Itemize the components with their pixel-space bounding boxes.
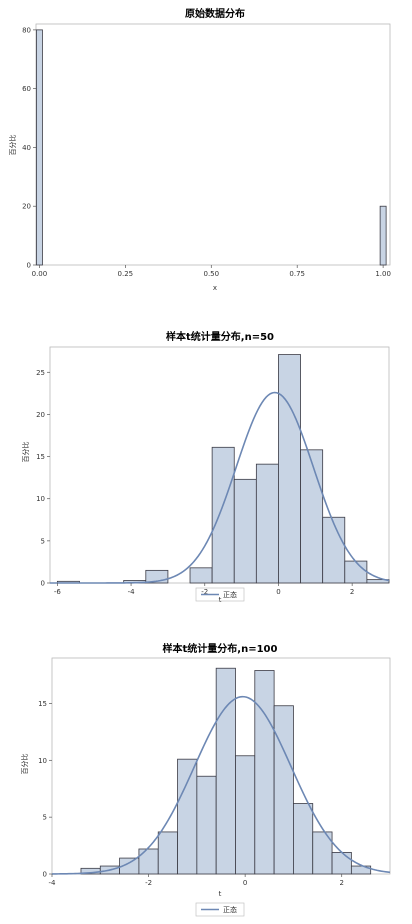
legend: 正态 [195, 902, 245, 917]
bar-group [56, 354, 390, 584]
x-tick-label: 0.75 [289, 270, 305, 278]
x-tick-group: 0.00 0.25 0.50 0.75 1.00 [32, 265, 391, 278]
y-tick-label: 0 [43, 871, 47, 879]
y-tick-label: 80 [22, 26, 31, 34]
x-tick-label: 0 [243, 879, 247, 887]
y-axis-label: 百分比 [21, 442, 30, 463]
x-axis-label: t [219, 596, 222, 604]
y-tick-label: 5 [43, 814, 47, 822]
y-tick-label: 20 [36, 411, 45, 419]
chart-panel-n50: 样本t统计量分布,n=50 t 百分比 -6 -4 -2 0 2 0 5 10 15 20 25 … [0, 322, 412, 612]
histogram-t-stat-n50: 样本t统计量分布,n=50 t 百分比 -6 -4 -2 0 2 0510152025 … [21, 330, 390, 604]
legend-box [195, 902, 245, 917]
histogram-bar [255, 463, 279, 584]
histogram-bar [322, 516, 346, 584]
y-tick-label: 15 [36, 453, 45, 461]
histogram-bar [189, 567, 213, 584]
normal-density-curve [50, 391, 390, 584]
y-tick-label: 20 [22, 203, 31, 211]
x-tick-label: -2 [145, 879, 152, 887]
y-tick-label: 10 [38, 757, 47, 765]
histogram-bar [366, 579, 390, 584]
histogram-bar [300, 449, 324, 584]
plot-frame [35, 23, 391, 266]
histogram-bar [293, 803, 314, 875]
x-tick-label: -6 [54, 588, 62, 596]
chart-title: 原始数据分布 [185, 7, 245, 20]
histogram-bar [211, 446, 235, 584]
x-axis-label: x [213, 284, 217, 292]
histogram-bar [157, 831, 178, 875]
x-tick-label: 0 [276, 588, 280, 596]
histogram-raw-distribution: 原始数据分布 x 百分比 0.00 0.25 0.50 0.75 1.00 0 20 40 6… [8, 7, 391, 292]
histogram-bar [36, 29, 43, 266]
x-tick-group: -4 -2 0 2 [49, 874, 344, 887]
x-tick-label: -2 [201, 588, 208, 596]
histogram-bar [273, 705, 294, 875]
chart-panel-n100: 样本t统计量分布,n=100 t 百分比 -4 -2 0 2 0 5 10 15 正态 [0, 632, 412, 924]
y-tick-label: 10 [36, 495, 45, 503]
y-axis-label: 百分比 [8, 135, 17, 156]
legend: 正态 [195, 587, 245, 602]
x-tick-label: 0.00 [32, 270, 48, 278]
y-tick-group: 0 5 10 15 20 25 [36, 369, 50, 588]
histogram-bar [379, 205, 387, 266]
histogram-bar [344, 560, 368, 584]
y-tick-label: 5 [41, 537, 45, 545]
histogram-bar [331, 851, 352, 875]
x-tick-label: -4 [49, 879, 57, 887]
x-tick-label: -4 [128, 588, 136, 596]
y-tick-label: 40 [22, 144, 31, 152]
bar-group [36, 29, 387, 266]
y-tick-group: 0 5 10 15 [38, 700, 52, 879]
legend-label-normal: 正态 [223, 590, 237, 599]
histogram-bar [138, 848, 159, 875]
legend-label-normal: 正态 [223, 905, 237, 914]
x-axis-label: t [219, 890, 222, 898]
legend-box [195, 587, 245, 602]
x-tick-label: 2 [339, 879, 343, 887]
chart-panel-raw: 原始数据分布 x 百分比 0.00 0.25 0.50 0.75 1.00 0 20 40 6… [0, 0, 412, 300]
x-tick-label: 2 [350, 588, 354, 596]
bar-group [80, 667, 372, 875]
y-tick-label: 15 [38, 700, 47, 708]
histogram-bar [177, 758, 198, 875]
chart-title: 样本t统计量分布,n=50 [166, 330, 274, 343]
y-tick-label: 0 [27, 262, 31, 270]
y-tick-label: 60 [22, 85, 31, 93]
y-tick-label: 0 [41, 580, 45, 588]
y-axis-label: 百分比 [20, 754, 29, 775]
x-tick-label: 0.50 [203, 270, 219, 278]
histogram-bar [215, 667, 236, 875]
normal-density-curve [51, 695, 391, 875]
histogram-bar [235, 755, 256, 875]
chart-title: 样本t统计量分布,n=100 [163, 642, 278, 655]
x-tick-label: 0.25 [118, 270, 134, 278]
histogram-bar [254, 670, 275, 875]
y-tick-label: 25 [36, 369, 45, 377]
histogram-t-stat-n100: 样本t统计量分布,n=100 t 百分比 -4 -2 0 2 0 5 10 15 正态 [20, 642, 391, 917]
histogram-bar [233, 478, 257, 584]
y-tick-group: 0 20 40 60 80 [22, 26, 36, 270]
histogram-bar [278, 354, 301, 584]
x-tick-group: -6 -4 -2 0 2 [54, 583, 354, 596]
histogram-bar [196, 775, 217, 875]
x-tick-label: 1.00 [375, 270, 391, 278]
